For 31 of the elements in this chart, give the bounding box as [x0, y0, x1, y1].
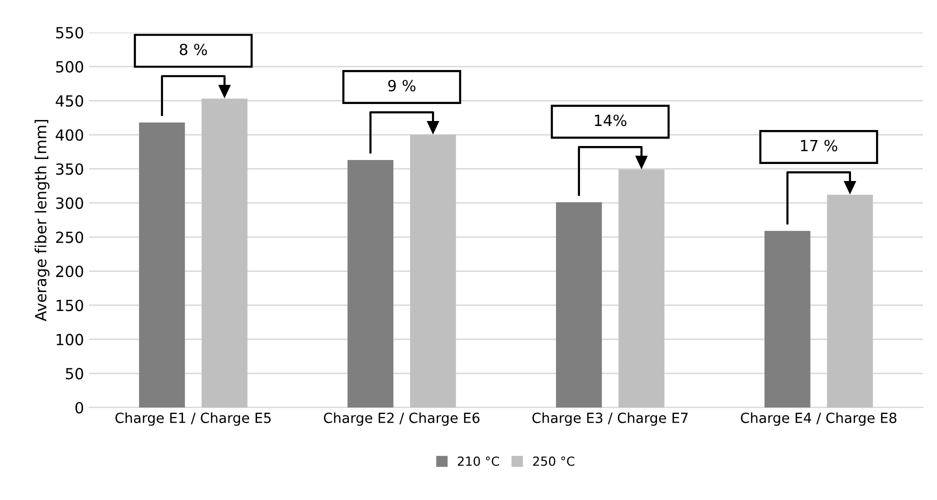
y-tick-label: 450: [56, 95, 84, 107]
x-tick-label: Charge E2 / Charge E6: [324, 412, 480, 426]
x-tick-label: Charge E3 / Charge E7: [532, 412, 688, 426]
annotation: 9 %: [388, 80, 416, 92]
annotation: 17 %: [800, 140, 838, 152]
legend-label: 250 °C: [533, 456, 574, 466]
y-tick-label: 100: [56, 334, 84, 346]
y-tick-label: 250: [56, 232, 84, 244]
y-tick-label: 150: [56, 300, 84, 312]
bar: [410, 134, 456, 408]
y-tick-label: 550: [56, 26, 84, 39]
y-tick-label: 0: [75, 402, 84, 414]
y-axis-title: Average fiber length [mm]: [34, 120, 50, 322]
x-tick-label: Charge E4 / Charge E8: [740, 412, 896, 426]
y-tick-label: 500: [56, 61, 84, 73]
bar: [827, 194, 873, 408]
y-tick-label: 400: [56, 129, 84, 141]
y-tick-label: 350: [56, 163, 84, 175]
bar: [348, 160, 394, 408]
x-tick-label: Charge E1 / Charge E5: [115, 412, 271, 426]
annotation: 14%: [594, 114, 626, 126]
bar: [202, 98, 248, 408]
bar: [556, 202, 602, 408]
annotation: 8 %: [180, 44, 207, 56]
legend-label: 210 °C: [458, 456, 500, 466]
y-tick-label: 200: [56, 266, 84, 278]
y-tick-label: 50: [66, 368, 84, 380]
bar: [139, 122, 185, 408]
bar: [764, 230, 810, 408]
bar: [618, 170, 664, 408]
y-tick-label: 300: [56, 197, 84, 209]
